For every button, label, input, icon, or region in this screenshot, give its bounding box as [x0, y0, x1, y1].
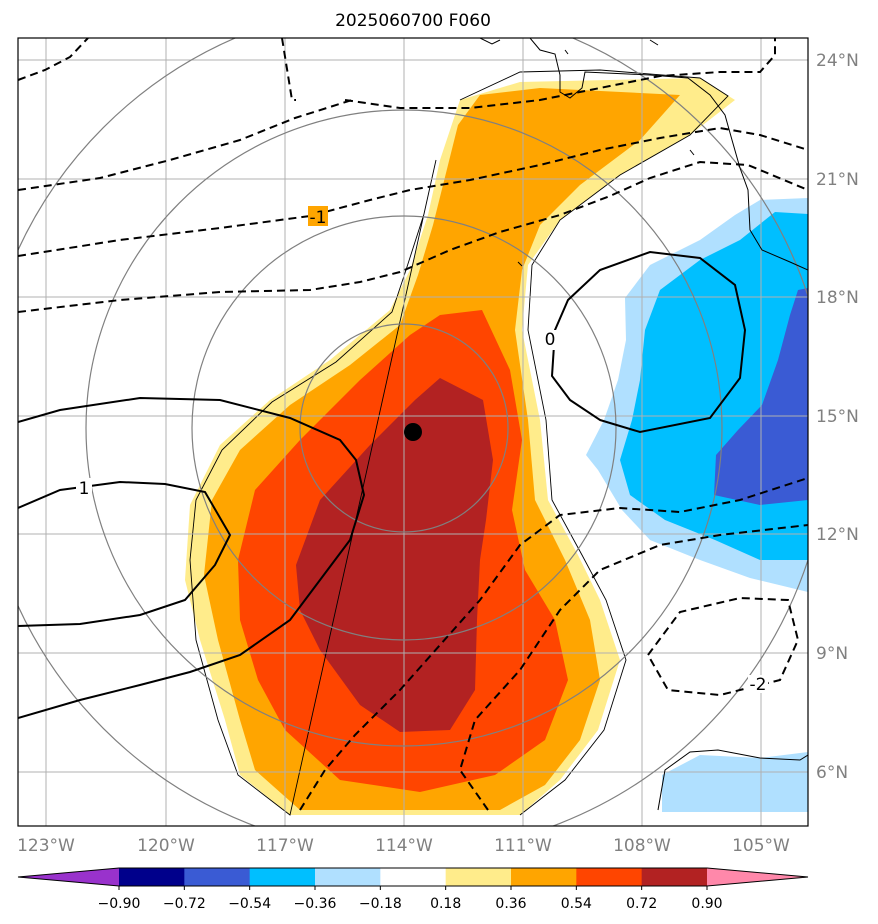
lat-label-21n: 21°N — [816, 170, 859, 190]
lat-label-6n: 6°N — [816, 763, 848, 783]
solid-contours — [18, 250, 747, 719]
lon-label-105w: 105°W — [732, 836, 790, 856]
colorbar-segment — [249, 868, 316, 886]
shading-neg-018-south — [662, 752, 808, 812]
colorbar-tick-label: 0.54 — [561, 896, 592, 912]
lon-label-123w: 123°W — [17, 836, 75, 856]
contour-labels: -1 0 1 -2 — [76, 206, 768, 695]
colorbar-segment — [119, 868, 185, 886]
colorbar-segment — [380, 868, 447, 886]
lon-label-108w: 108°W — [613, 836, 671, 856]
colorbar-tick-label: −0.90 — [98, 896, 141, 912]
map-panel: -1 0 1 -2 — [18, 38, 808, 826]
lat-label-9n: 9°N — [816, 644, 848, 664]
contour-label-0: 0 — [545, 330, 556, 350]
lat-labels: 24°N 21°N 18°N 15°N 12°N 9°N 6°N — [816, 51, 859, 783]
shading-neg-054 — [714, 288, 808, 505]
colorbar-tick-label: −0.18 — [359, 896, 402, 912]
lat-label-18n: 18°N — [816, 288, 859, 308]
colorbar-tick-label: 0.72 — [626, 896, 657, 912]
dashed-contours — [18, 38, 808, 811]
colorbar-segment — [576, 868, 643, 886]
coastline — [479, 38, 808, 811]
lon-label-111w: 111°W — [494, 836, 552, 856]
map-frame — [17, 37, 809, 827]
colorbar: −0.90 −0.72 −0.54 −0.36 −0.18 0.18 0.36 0.54 0.7… — [17, 867, 809, 912]
colorbar-tick-label: −0.36 — [294, 896, 337, 912]
lat-label-15n: 15°N — [816, 407, 859, 427]
colorbar-tick-label: 0.36 — [495, 896, 526, 912]
colorbar-segment — [184, 868, 251, 886]
range-rings — [18, 38, 808, 826]
contour-label-neg2: -2 — [750, 675, 767, 695]
colorbar-extend-high — [707, 868, 808, 886]
colorbar-tick-label: −0.72 — [163, 896, 206, 912]
lat-label-12n: 12°N — [816, 525, 859, 545]
lat-label-24n: 24°N — [816, 51, 859, 71]
lon-label-114w: 114°W — [375, 836, 433, 856]
colorbar-tick-label: 0.90 — [691, 896, 722, 912]
lon-label-117w: 117°W — [256, 836, 314, 856]
contour-label-1: 1 — [79, 479, 90, 499]
colorbar-segment — [445, 868, 512, 886]
map-title: 2025060700 F060 — [335, 11, 491, 31]
lon-labels: 123°W 120°W 117°W 114°W 111°W 108°W 105°… — [17, 836, 790, 856]
lon-label-120w: 120°W — [137, 836, 195, 856]
colorbar-segment — [511, 868, 577, 886]
contour-label-neg1: -1 — [310, 208, 327, 228]
storm-center-marker — [404, 423, 422, 441]
colorbar-segment — [641, 868, 708, 886]
colorbar-extend-low — [18, 868, 119, 886]
colorbar-tick-label: 0.18 — [430, 896, 461, 912]
shading-pos-072 — [296, 378, 493, 732]
colorbar-segment — [315, 868, 381, 886]
colorbar-tick-label: −0.54 — [228, 896, 271, 912]
